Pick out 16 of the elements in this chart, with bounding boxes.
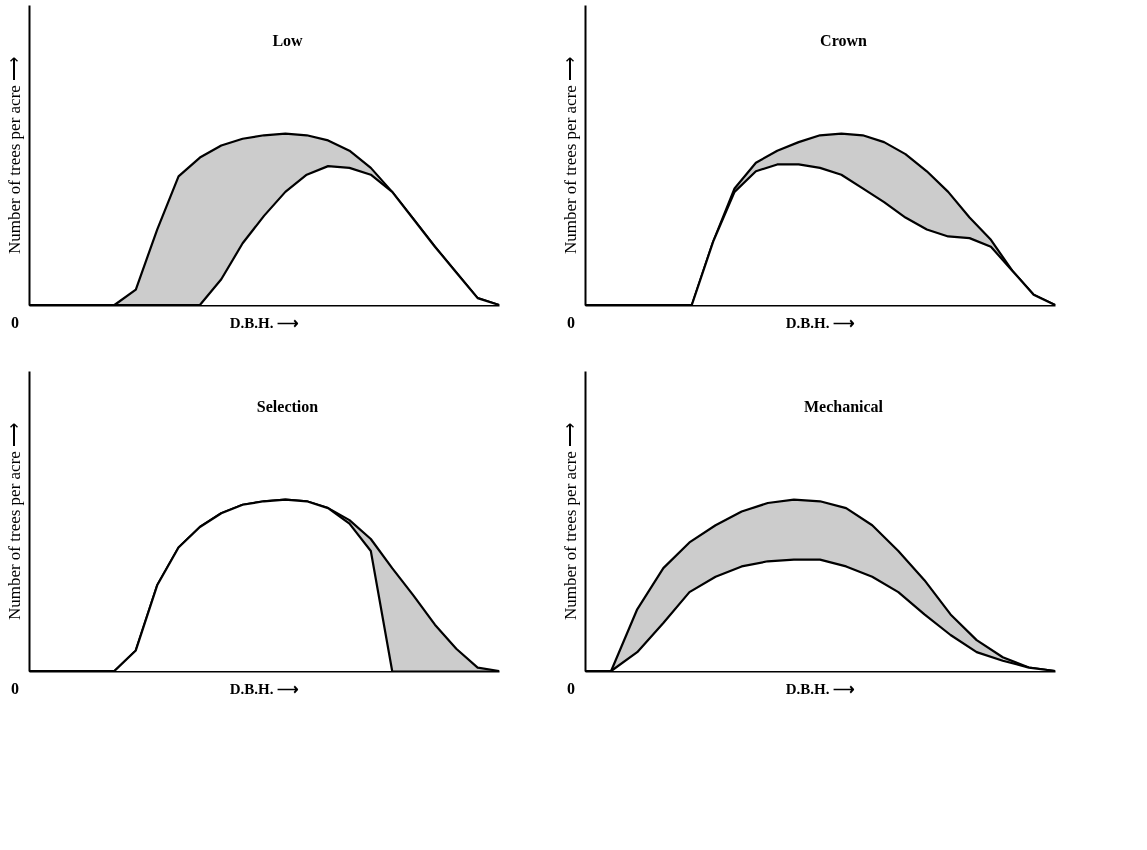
text: 0 [11,680,19,697]
chart-title: Low [272,32,304,49]
chart-title: Selection [256,398,319,415]
text: 0 [567,680,575,697]
y-axis-title: Number of trees per acre ⟶ [4,56,24,255]
x-axis-title: D.B.H. ⟶ [785,680,856,697]
y-axis-title: Number of trees per acre ⟶ [4,422,24,621]
x-axis-title: D.B.H. ⟶ [229,680,300,697]
x-axis-title: D.B.H. ⟶ [785,314,856,331]
x-axis-title: D.B.H. ⟶ [229,314,300,331]
chart-title: Mechanical [803,398,884,415]
text: 0 [567,314,575,331]
text: 0 [11,314,19,331]
y-axis-title: Number of trees per acre ⟶ [560,422,580,621]
chart-title: Crown [820,32,868,49]
y-axis-title: Number of trees per acre ⟶ [560,56,580,255]
